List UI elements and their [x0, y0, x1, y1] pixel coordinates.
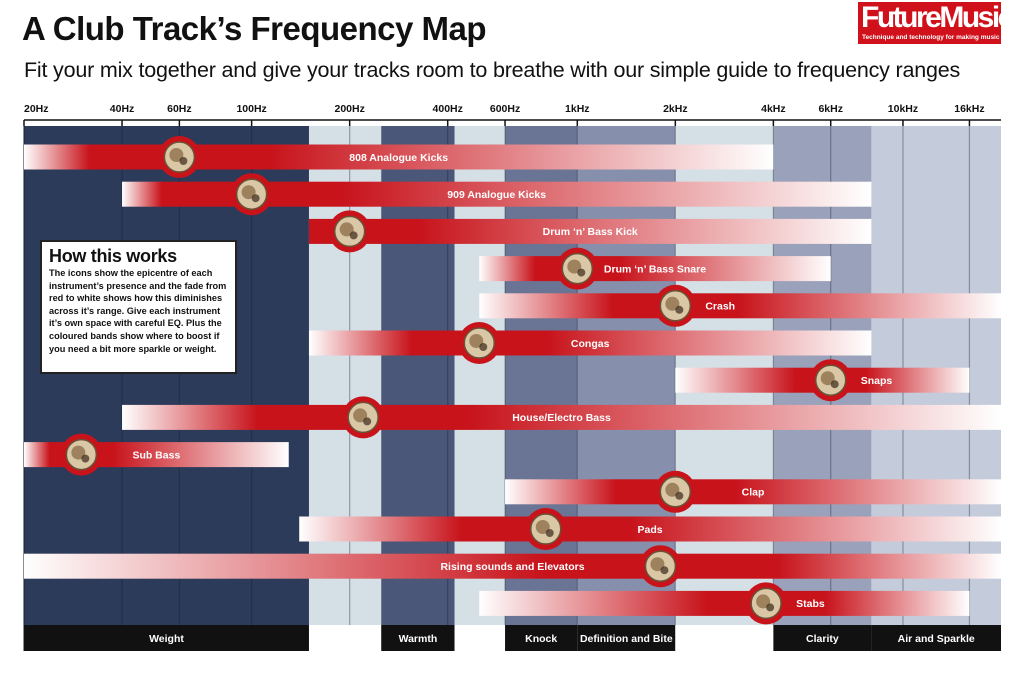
instrument-bar: Rising sounds and Elevators — [24, 545, 1001, 588]
page-title: A Club Track’s Frequency Map — [22, 10, 487, 47]
kick-drum-icon — [328, 210, 371, 253]
instrument-bar-fill — [505, 479, 1001, 505]
instrument-label: Snaps — [861, 375, 893, 387]
instrument-bar-fill — [122, 404, 1001, 430]
waveform-display-icon — [639, 545, 682, 588]
speaker-icon — [60, 433, 103, 476]
band-label: Definition and Bite — [580, 633, 673, 645]
finger-snap-icon — [809, 359, 852, 402]
band-footer — [308, 625, 382, 651]
instrument-bars: 808 Analogue Kicks 909 Analogue Kicks Drum… — [24, 136, 1001, 625]
instrument-bar-fill — [308, 218, 872, 244]
band-1 — [308, 126, 382, 625]
instrument-bar-fill — [479, 293, 1001, 319]
instrument-label: Stabs — [796, 598, 825, 610]
logo-wordmark: FutureMusic — [861, 1, 1014, 34]
tick-label: 2kHz — [663, 103, 688, 115]
instrument-label: Pads — [638, 524, 663, 536]
band-2 — [381, 126, 455, 625]
band-footer — [577, 625, 676, 651]
band-label: Knock — [525, 633, 557, 645]
instrument-bar-fill — [479, 590, 970, 616]
tick-label: 40Hz — [110, 103, 135, 115]
instrument-label: 909 Analogue Kicks — [447, 189, 546, 201]
instrument-bar: Sub Bass — [24, 433, 289, 476]
brass-horn-icon — [745, 582, 788, 625]
instrument-bar: Drum ‘n’ Bass Snare — [479, 247, 831, 290]
how-this-works-box: How this works The icons show the epicen… — [40, 240, 237, 374]
band-label: Warmth — [399, 633, 438, 645]
band-label: Clarity — [806, 633, 839, 645]
instrument-label: Drum ‘n’ Bass Kick — [543, 226, 638, 238]
tick-label: 10kHz — [888, 103, 918, 115]
band-footer — [505, 625, 578, 651]
snare-drum-icon — [556, 247, 599, 290]
instrument-bar: Snaps — [675, 359, 970, 402]
instrument-bar: Pads — [299, 508, 1001, 550]
instrument-bar: 808 Analogue Kicks — [24, 136, 774, 178]
band-footer — [675, 625, 774, 651]
logo-tagline: Technique and technology for making musi… — [862, 34, 1000, 41]
cymbal-icon — [654, 284, 697, 327]
info-heading: How this works — [49, 246, 177, 266]
band-labels: Weight Warmth Knock Definition and Bite Clar… — [24, 625, 1001, 651]
band-footer — [381, 625, 455, 651]
instrument-label: Rising sounds and Elevators — [440, 561, 584, 573]
instrument-label: Crash — [705, 301, 735, 313]
instrument-label: Clap — [742, 487, 765, 499]
instrument-bar: Clap — [505, 470, 1001, 513]
instrument-bar-fill — [24, 553, 1001, 579]
tick-label: 1kHz — [565, 103, 590, 115]
instrument-bar: 909 Analogue Kicks — [122, 173, 872, 216]
band-footer — [454, 625, 506, 651]
tick-label: 60Hz — [167, 103, 192, 115]
tick-label: 4kHz — [761, 103, 786, 115]
instrument-bar: Drum ‘n’ Bass Kick — [308, 210, 872, 253]
instrument-label: Drum ‘n’ Bass Snare — [604, 263, 706, 275]
instrument-bar-fill — [479, 256, 831, 282]
instrument-bar-fill — [308, 330, 872, 356]
tick-label: 6kHz — [818, 103, 843, 115]
instrument-bar-fill — [24, 144, 774, 170]
tick-label: 200Hz — [334, 103, 364, 115]
band-footer — [871, 625, 1001, 651]
tick-label: 16kHz — [954, 103, 984, 115]
futuremusic-logo: FutureMusic Technique and technology for… — [858, 1, 1014, 44]
instrument-bar: Crash — [479, 284, 1001, 327]
band-3 — [454, 126, 506, 625]
conga-icon — [458, 322, 501, 364]
band-footer — [24, 625, 309, 651]
instrument-bar: Stabs — [479, 582, 970, 625]
instrument-bar: Congas — [308, 322, 872, 364]
instrument-label: 808 Analogue Kicks — [349, 152, 448, 164]
frequency-axis: 20Hz 40Hz 60Hz 100Hz 200Hz 400Hz 600Hz 1kHz 2kHz… — [23, 103, 1001, 126]
band-footer — [773, 625, 872, 651]
instrument-bar: House/Electro Bass — [122, 396, 1001, 439]
bass-cabinet-icon — [342, 396, 385, 439]
tick-label: 600Hz — [490, 103, 520, 115]
tick-label: 400Hz — [433, 103, 463, 115]
808-drum-machine-icon — [158, 136, 201, 178]
band-label: Air and Sparkle — [898, 633, 975, 645]
instrument-label: House/Electro Bass — [512, 412, 611, 424]
hand-clap-icon — [654, 470, 697, 513]
tick-label: 20Hz — [24, 103, 49, 115]
band-label: Weight — [149, 633, 184, 645]
instrument-label: Sub Bass — [132, 449, 180, 461]
909-drum-machine-icon — [230, 173, 273, 216]
tick-label: 100Hz — [236, 103, 266, 115]
info-body: The icons show the epicentre of each ins… — [49, 268, 227, 354]
instrument-label: Congas — [571, 338, 610, 350]
instrument-bar-fill — [299, 516, 1001, 542]
band-5 — [577, 126, 676, 625]
page-subtitle: Fit your mix together and give your trac… — [24, 58, 961, 82]
synth-pad-icon — [524, 508, 567, 550]
